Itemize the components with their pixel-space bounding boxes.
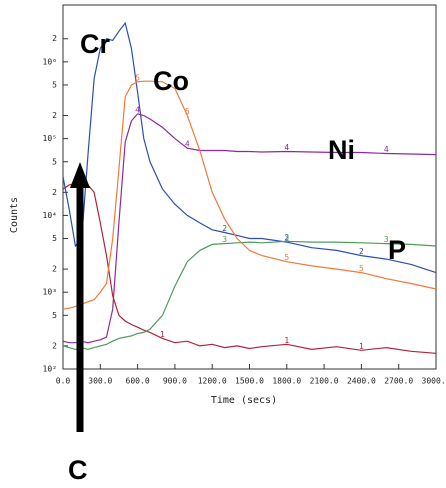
y-tick-label: 5 (52, 311, 57, 320)
series-label: 1 (359, 342, 364, 351)
y-tick-label: 2 (52, 265, 57, 274)
annotation: Ni (328, 135, 355, 165)
series-label: 2 (222, 224, 227, 233)
series-line (62, 240, 437, 351)
y-tick-label: 5 (52, 157, 57, 166)
series-label: 2 (359, 247, 364, 256)
series-label: 3 (384, 235, 389, 244)
y-axis-label: Counts (9, 197, 20, 233)
series-line (62, 113, 437, 344)
series-label: 4 (185, 140, 190, 149)
series-label: 1 (160, 330, 165, 339)
series-line (62, 183, 437, 354)
plot: 10² 2 5 10³ 2 5 10⁴ 2 5 10⁵ 2 5 10⁶ 2 0.0 300.0 600.0 900… (43, 21, 446, 386)
y-tick-label: 2 (52, 341, 57, 350)
x-tick-label: 3000.0 (422, 377, 446, 386)
series-label: 3 (222, 235, 227, 244)
x-tick-label: 300.0 (88, 377, 112, 386)
series-label: 5 (284, 253, 289, 262)
x-tick-label: 2100.0 (310, 377, 339, 386)
series-line (62, 80, 437, 310)
series-label: 5 (185, 107, 190, 116)
annotation: C (68, 455, 88, 485)
annotation: P (388, 235, 406, 265)
x-tick-label: 0.0 (56, 377, 71, 386)
x-tick-label: 1200.0 (198, 377, 227, 386)
x-tick-label: 2700.0 (384, 377, 413, 386)
y-tick-label: 10³ (43, 288, 57, 297)
y-tick-label: 5 (52, 234, 57, 243)
y-tick-label: 2 (52, 111, 57, 120)
series-label: 3 (284, 233, 289, 242)
y-tick-label: 5 (52, 80, 57, 89)
y-tick-label: 2 (52, 188, 57, 197)
series-line (62, 21, 437, 274)
series-label: 4 (135, 105, 140, 114)
series-label: 4 (384, 145, 389, 154)
x-tick-label: 1800.0 (272, 377, 301, 386)
series-label: 2 (284, 234, 289, 243)
x-tick-label: 1500.0 (235, 377, 264, 386)
annotation: Cr (80, 29, 110, 59)
x-tick-label: 2400.0 (347, 377, 376, 386)
y-tick-label: 10⁶ (43, 57, 57, 66)
x-tick-label: 600.0 (126, 377, 150, 386)
x-tick-label: 900.0 (163, 377, 187, 386)
arrow-head (70, 162, 90, 188)
series-label: 4 (284, 143, 289, 152)
series-label: 5 (135, 73, 140, 82)
annotation: Co (153, 66, 189, 96)
series-label: 5 (359, 264, 364, 273)
series-label: 1 (284, 336, 289, 345)
x-axis-label: Time (secs) (211, 395, 277, 406)
y-tick-label: 10⁴ (43, 211, 57, 220)
y-tick-label: 10⁵ (43, 134, 57, 143)
y-tick-label: 10² (43, 365, 57, 374)
y-tick-label: 2 (52, 34, 57, 43)
